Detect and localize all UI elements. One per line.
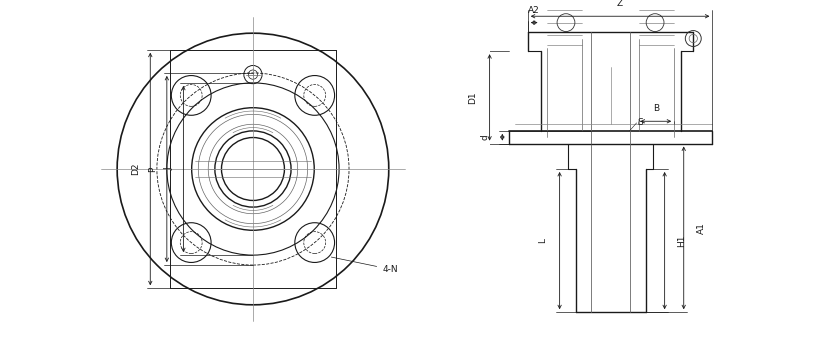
- Text: H1: H1: [677, 234, 686, 247]
- Text: d: d: [481, 134, 490, 140]
- Text: J: J: [165, 168, 174, 170]
- Text: Z: Z: [617, 0, 623, 8]
- Text: B: B: [653, 104, 659, 113]
- Text: A1: A1: [697, 222, 706, 234]
- Text: A2: A2: [528, 6, 540, 15]
- Text: S: S: [637, 118, 643, 127]
- Text: P: P: [148, 166, 157, 172]
- Text: 4-N: 4-N: [331, 257, 397, 274]
- Text: L: L: [538, 238, 547, 243]
- Text: D2: D2: [131, 163, 140, 175]
- Text: D1: D1: [468, 91, 477, 104]
